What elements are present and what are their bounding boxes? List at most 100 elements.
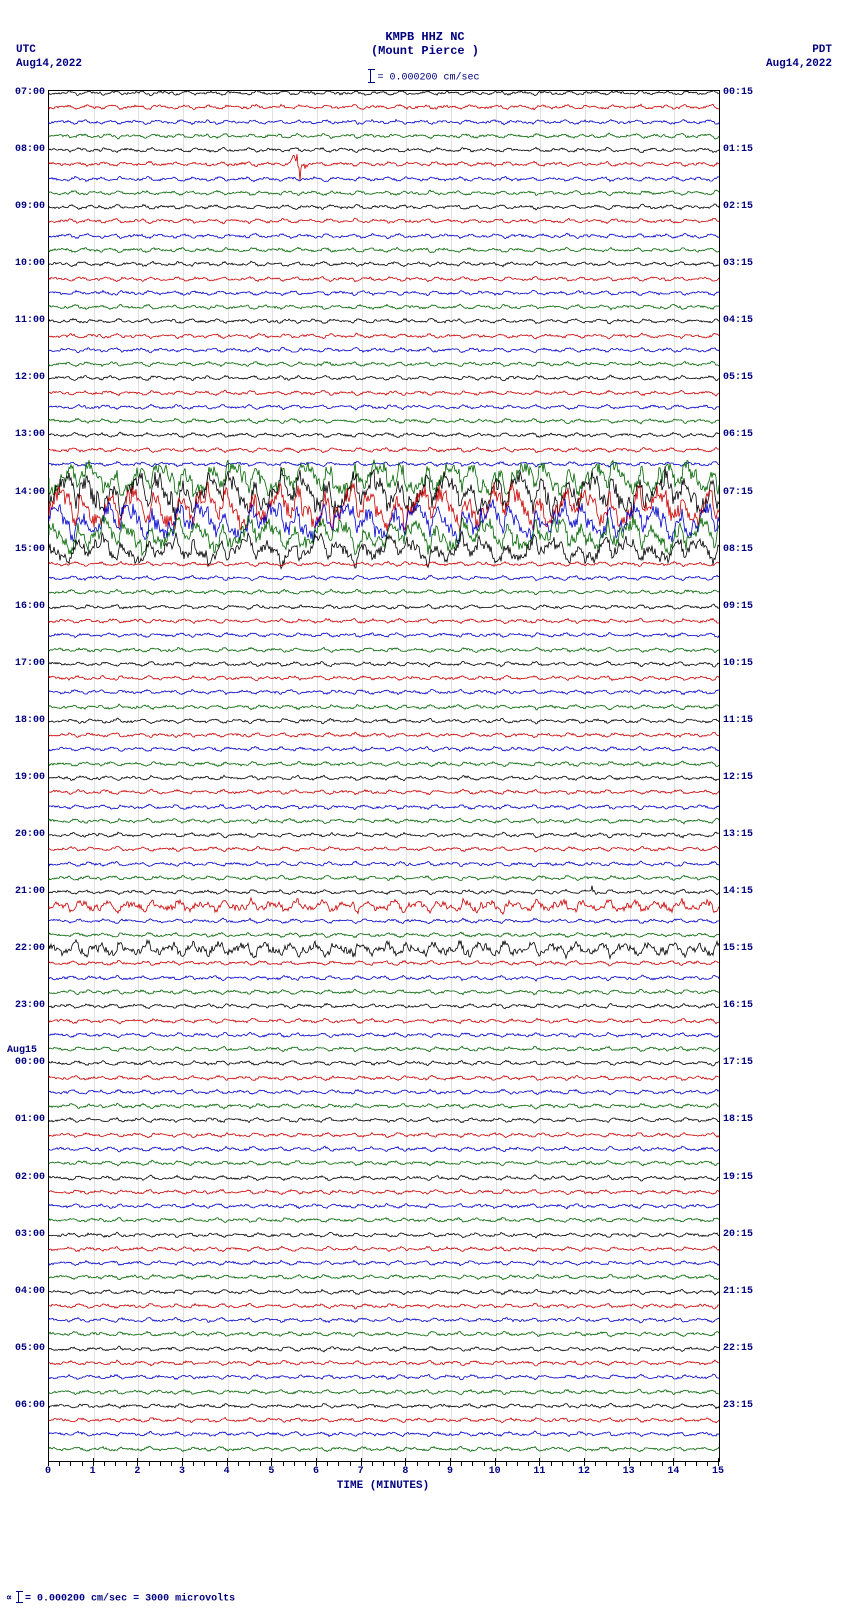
x-axis-minor-tick [249, 1462, 250, 1466]
pdt-time-label: 04:15 [723, 315, 759, 326]
x-axis-tick-label: 3 [179, 1466, 185, 1477]
utc-time-label: 19:00 [9, 772, 45, 783]
utc-time-label: 12:00 [9, 372, 45, 383]
pdt-time-label: 23:15 [723, 1400, 759, 1411]
x-axis-tick [405, 1458, 406, 1466]
utc-time-label: 08:00 [9, 144, 45, 155]
x-axis-minor-tick [595, 1462, 596, 1466]
x-axis-minor-tick [696, 1462, 697, 1466]
pdt-time-label: 11:15 [723, 715, 759, 726]
x-axis-minor-tick [506, 1462, 507, 1466]
x-axis-tick [450, 1458, 451, 1466]
x-axis-minor-tick [305, 1462, 306, 1466]
x-axis-minor-tick [294, 1462, 295, 1466]
x-axis-minor-tick [126, 1462, 127, 1466]
x-axis-minor-tick [517, 1462, 518, 1466]
footer-text: = 0.000200 cm/sec = 3000 microvolts [25, 1594, 235, 1605]
x-axis-minor-tick [383, 1462, 384, 1466]
pdt-time-label: 02:15 [723, 201, 759, 212]
pdt-time-label: 16:15 [723, 1000, 759, 1011]
x-axis-minor-tick [551, 1462, 552, 1466]
x-axis-minor-tick [528, 1462, 529, 1466]
x-axis-minor-tick [640, 1462, 641, 1466]
pdt-time-label: 22:15 [723, 1343, 759, 1354]
footer-scale: ∝ = 0.000200 cm/sec = 3000 microvolts [6, 1592, 235, 1605]
x-axis-tick [539, 1458, 540, 1466]
x-axis-minor-tick [417, 1462, 418, 1466]
x-axis-minor-tick [204, 1462, 205, 1466]
x-axis-tick [227, 1458, 228, 1466]
x-axis-tick-label: 2 [134, 1466, 140, 1477]
x-axis-minor-tick [428, 1462, 429, 1466]
x-axis-tick [48, 1458, 49, 1466]
pdt-time-label: 14:15 [723, 886, 759, 897]
pdt-time-label: 17:15 [723, 1057, 759, 1068]
x-axis-tick-label: 13 [623, 1466, 635, 1477]
pdt-time-label: 01:15 [723, 144, 759, 155]
utc-time-label: 18:00 [9, 715, 45, 726]
x-axis-minor-tick [171, 1462, 172, 1466]
x-axis-minor-tick [193, 1462, 194, 1466]
pdt-time-label: 10:15 [723, 658, 759, 669]
x-axis-minor-tick [472, 1462, 473, 1466]
x-axis-minor-tick [283, 1462, 284, 1466]
x-axis-minor-tick [707, 1462, 708, 1466]
x-axis-tick-label: 7 [358, 1466, 364, 1477]
x-axis-tick-label: 12 [578, 1466, 590, 1477]
left-timezone-label: UTC [16, 44, 36, 56]
x-axis-minor-tick [216, 1462, 217, 1466]
utc-time-label: 05:00 [9, 1343, 45, 1354]
pdt-time-label: 13:15 [723, 829, 759, 840]
utc-time-label: 04:00 [9, 1286, 45, 1297]
x-axis-tick-label: 6 [313, 1466, 319, 1477]
pdt-time-label: 19:15 [723, 1172, 759, 1183]
x-axis-minor-tick [461, 1462, 462, 1466]
utc-time-label: 02:00 [9, 1172, 45, 1183]
x-axis-tick-label: 9 [447, 1466, 453, 1477]
x-axis-minor-tick [606, 1462, 607, 1466]
utc-date-label: Aug15 [7, 1045, 37, 1056]
utc-time-label: 07:00 [9, 87, 45, 98]
x-axis-tick [137, 1458, 138, 1466]
x-axis-tick-label: 11 [533, 1466, 545, 1477]
utc-time-label: 17:00 [9, 658, 45, 669]
x-axis-tick [495, 1458, 496, 1466]
pdt-time-label: 12:15 [723, 772, 759, 783]
utc-time-label: 15:00 [9, 544, 45, 555]
x-axis-minor-tick [662, 1462, 663, 1466]
pdt-time-label: 00:15 [723, 87, 759, 98]
right-timezone-label: PDT [812, 44, 832, 56]
utc-time-label: 00:00 [9, 1057, 45, 1068]
right-date-label: Aug14,2022 [766, 58, 832, 70]
x-axis-tick [718, 1458, 719, 1466]
x-axis-minor-tick [82, 1462, 83, 1466]
utc-time-label: 03:00 [9, 1229, 45, 1240]
x-axis-minor-tick [618, 1462, 619, 1466]
x-axis-tick [316, 1458, 317, 1466]
x-axis-tick-label: 1 [90, 1466, 96, 1477]
pdt-time-label: 18:15 [723, 1114, 759, 1125]
x-axis-tick [361, 1458, 362, 1466]
pdt-time-label: 08:15 [723, 544, 759, 555]
x-axis-tick [584, 1458, 585, 1466]
x-axis-tick-label: 10 [489, 1466, 501, 1477]
x-axis: TIME (MINUTES) 0123456789101112131415 [48, 1462, 718, 1502]
x-axis-minor-tick [484, 1462, 485, 1466]
utc-time-label: 20:00 [9, 829, 45, 840]
x-axis-tick-label: 14 [667, 1466, 679, 1477]
pdt-time-label: 15:15 [723, 943, 759, 954]
x-axis-minor-tick [160, 1462, 161, 1466]
pdt-time-label: 03:15 [723, 258, 759, 269]
x-axis-minor-tick [149, 1462, 150, 1466]
utc-time-label: 21:00 [9, 886, 45, 897]
x-axis-minor-tick [70, 1462, 71, 1466]
x-axis-title: TIME (MINUTES) [48, 1480, 718, 1492]
x-axis-tick [271, 1458, 272, 1466]
utc-time-label: 13:00 [9, 429, 45, 440]
utc-time-label: 22:00 [9, 943, 45, 954]
utc-time-label: 01:00 [9, 1114, 45, 1125]
x-axis-minor-tick [260, 1462, 261, 1466]
x-axis-minor-tick [372, 1462, 373, 1466]
seismograph-container: KMPB HHZ NC (Mount Pierce ) UTC Aug14,20… [0, 0, 850, 1613]
x-axis-tick-label: 0 [45, 1466, 51, 1477]
